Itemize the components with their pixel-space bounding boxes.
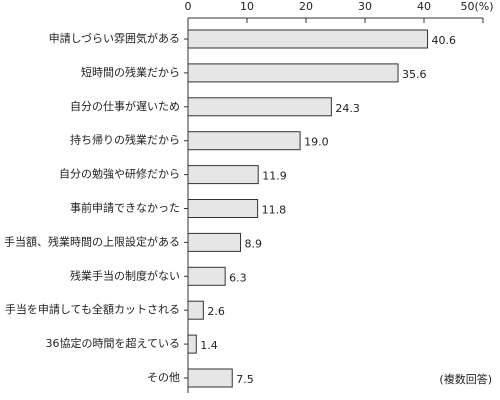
value-label: 1.4 — [200, 339, 218, 352]
bar — [187, 232, 242, 252]
value-label: 11.8 — [262, 204, 287, 217]
value-label: 35.6 — [402, 68, 427, 81]
bar — [187, 334, 197, 354]
annotation: (複数回答) — [439, 372, 492, 386]
value-label: 2.6 — [207, 305, 225, 318]
value-label: 40.6 — [432, 34, 457, 47]
y-tick-label: 自分の勉強や研修だから — [59, 167, 180, 181]
bar — [187, 29, 429, 49]
bar — [187, 131, 301, 151]
y-tick-label: 残業手当の制度がない — [70, 268, 180, 282]
y-tick-label: 36協定の時間を超えている — [46, 336, 180, 350]
bar — [187, 368, 233, 388]
y-tick-label: 持ち帰りの残業だから — [70, 133, 180, 147]
y-tick-label: その他 — [147, 371, 180, 384]
bar — [187, 63, 399, 83]
bar — [187, 165, 259, 185]
x-tick-label: 20 — [299, 0, 313, 13]
x-tick-label: 40 — [417, 0, 431, 13]
bar — [187, 97, 332, 117]
y-tick-label: 申請しづらい雰囲気がある — [49, 31, 180, 45]
y-tick-label: 自分の仕事が遅いため — [70, 99, 180, 113]
x-tick-label: 50(%) — [460, 0, 493, 13]
x-tick-label: 10 — [240, 0, 254, 13]
value-label: 24.3 — [335, 102, 360, 115]
y-tick-label: 事前申請できなかった — [70, 201, 180, 215]
bar — [187, 300, 204, 320]
y-tick-label: 手当額、残業時間の上限設定がある — [4, 234, 180, 248]
value-label: 19.0 — [304, 136, 329, 149]
x-tick-label: 30 — [358, 0, 372, 13]
x-tick-label: 0 — [185, 0, 192, 13]
y-tick-label: 手当を申請しても全額カットされる — [5, 302, 180, 316]
value-label: 6.3 — [229, 271, 247, 284]
bar — [187, 199, 259, 218]
value-label: 8.9 — [245, 237, 263, 250]
bar — [187, 266, 226, 286]
value-label: 7.5 — [236, 373, 254, 386]
y-tick-label: 短時間の残業だから — [81, 65, 180, 79]
value-label: 11.9 — [262, 170, 287, 183]
